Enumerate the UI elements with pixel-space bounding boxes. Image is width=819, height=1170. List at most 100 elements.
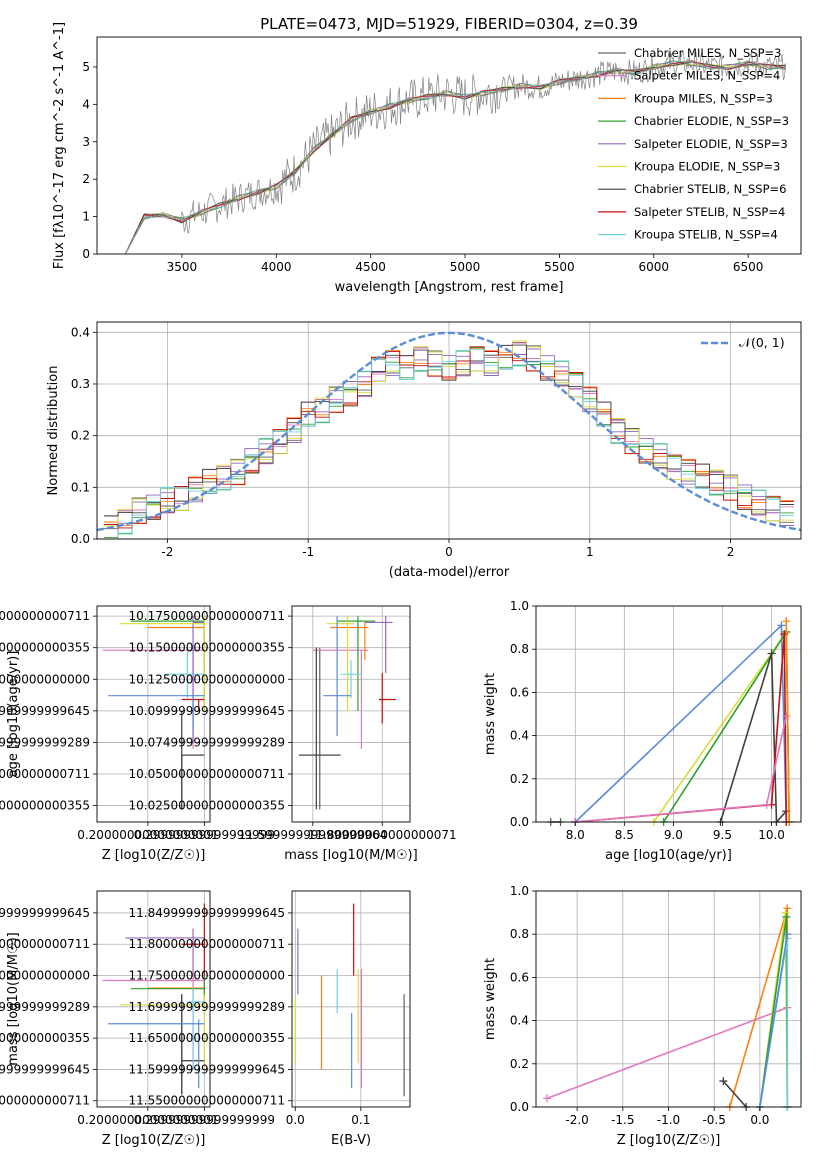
plot-area — [542, 904, 792, 1111]
plot-area — [294, 903, 405, 1097]
y-tick-label: 10.099999999999999645 — [128, 704, 285, 718]
x-axis-label: wavelength [Angstrom, rest frame] — [335, 280, 564, 295]
x-tick-label: 6000 — [639, 260, 670, 274]
x-tick-label: 0.1 — [351, 1113, 370, 1127]
chart-spectrum: 3500 4000 4500 5000 5500 6000 6500 0 1 2 3 4 5 wavele… — [52, 22, 802, 295]
y-tick-label: 10.074999999999999289 — [128, 735, 285, 749]
chart-age_vs_mass: 11.5999999999999996411.80000000000000071… — [128, 605, 457, 863]
spectrum-line — [124, 60, 786, 255]
y-tick-label: 1.0 — [510, 884, 529, 898]
legend-label: Kroupa MILES, N_SSP=3 — [634, 91, 773, 105]
series-marker — [782, 712, 791, 721]
y-tick-label: 11.750000000000000000 — [0, 969, 90, 983]
series-line — [575, 634, 788, 823]
series-line — [785, 621, 790, 823]
histogram-step — [104, 348, 794, 540]
axes-frame — [96, 321, 802, 540]
figure-title: PLATE=0473, MJD=51929, FIBERID=0304, z=0… — [260, 15, 638, 33]
y-tick-label: 10.150000000000000355 — [0, 641, 90, 655]
legend-label: Salpeter STELIB, N_SSP=4 — [634, 205, 785, 219]
x-tick-label: 8.5 — [615, 828, 634, 842]
normal-curve — [96, 331, 802, 532]
y-tick-label: 11.599999999999999645 — [0, 1062, 90, 1076]
y-tick-label: 11.550000000000000711 — [0, 1094, 90, 1108]
series-marker — [777, 621, 786, 630]
y-tick-label: 1 — [82, 210, 90, 224]
series-marker — [782, 912, 791, 921]
y-tick-label: 11.650000000000000355 — [0, 1031, 90, 1045]
y-tick-label: 11.849999999999999645 — [128, 906, 285, 920]
spectrum-line — [124, 60, 786, 255]
x-axis-label: mass [log10(M/M☉)] — [284, 848, 417, 863]
legend-label: Kroupa STELIB, N_SSP=4 — [634, 228, 778, 242]
y-tick-label: 11.849999999999999645 — [0, 906, 90, 920]
chart-mass_weight_vs_age: 8.0 8.5 9.0 9.5 10.0 0.0 0.2 0.4 0.6 0.8 1.0 age [l… — [483, 599, 802, 863]
x-tick-label: 8.0 — [566, 828, 585, 842]
y-tick-label: 0.6 — [510, 970, 529, 984]
y-tick-label: 10.050000000000000711 — [0, 767, 90, 781]
x-axis-label: Z [log10(Z/Z☉)] — [102, 848, 206, 863]
plot-area — [102, 616, 205, 810]
series-line — [546, 1006, 788, 1100]
series-line — [574, 623, 788, 823]
series-marker — [782, 617, 791, 626]
series-marker — [781, 908, 790, 917]
series-marker — [767, 649, 776, 658]
x-tick-label: 0.0 — [286, 1113, 305, 1127]
y-tick-label: 0.4 — [71, 325, 90, 339]
y-tick-label: 11.699999999999999289 — [128, 1000, 285, 1014]
y-tick-label: 10.150000000000000355 — [128, 641, 285, 655]
y-axis-label: Flux [fλ10^-17 erg cm^-2 s^-1 A^-1] — [52, 22, 67, 269]
x-tick-label: 11.80000000000000071 — [308, 828, 457, 842]
spectrum-line — [124, 60, 786, 255]
plot-area — [96, 331, 802, 540]
y-tick-label: 0 — [82, 247, 90, 261]
y-tick-label: 3 — [82, 135, 90, 149]
y-tick-label: 0.4 — [510, 1014, 529, 1028]
histogram-step — [104, 347, 794, 539]
x-tick-label: 0.29999999999999999 — [134, 828, 275, 842]
x-tick-label: 0 — [445, 545, 453, 559]
series-marker — [783, 930, 792, 939]
panels: 3500 4000 4500 5000 5500 6000 6500 0 1 2 3 4 5 wavele… — [0, 22, 802, 1148]
series-line — [722, 1080, 747, 1108]
y-axis-label: mass weight — [483, 958, 498, 1040]
series-line — [759, 934, 789, 1108]
x-tick-label: 0.29999999999999999 — [134, 1113, 275, 1127]
spectrum-data-line — [124, 49, 786, 255]
chart-mass_weight_vs_Z: -2.0 -1.5 -1.0 -0.5 0.0 0.0 0.2 0.4 0.6 0.8 1.0 Z [… — [483, 884, 802, 1148]
axes-frame — [535, 605, 802, 823]
series-line — [719, 653, 787, 825]
y-tick-label: 10.175000000000000711 — [128, 609, 285, 623]
y-tick-label: 4 — [82, 97, 90, 111]
y-tick-label: 0.1 — [71, 480, 90, 494]
y-tick-label: 0.0 — [510, 815, 529, 829]
x-axis-label: E(B-V) — [331, 1133, 371, 1148]
x-axis-label: (data-model)/error — [389, 565, 510, 580]
y-tick-label: 0.8 — [510, 642, 529, 656]
x-tick-label: 1 — [586, 545, 594, 559]
legend-label: Chabrier MILES, N_SSP=3 — [634, 46, 781, 60]
series-marker — [762, 800, 771, 809]
plot-area — [124, 49, 786, 255]
y-axis-label: mass weight — [483, 673, 498, 755]
series-line — [662, 629, 790, 823]
x-tick-label: 4000 — [261, 260, 292, 274]
y-tick-label: 0.8 — [510, 927, 529, 941]
y-axis-label: Normed distribution — [46, 366, 61, 496]
y-tick-label: 0.2 — [510, 1057, 529, 1071]
y-tick-label: 2 — [82, 172, 90, 186]
x-tick-label: 5000 — [450, 260, 481, 274]
y-tick-label: 11.699999999999999289 — [0, 1000, 90, 1014]
y-tick-label: 11.550000000000000711 — [128, 1094, 285, 1108]
x-tick-label: -0.5 — [702, 1113, 725, 1127]
y-axis-label: age [log10(age/yr)] — [6, 651, 21, 778]
y-tick-label: 10.099999999999999645 — [0, 704, 90, 718]
legend-label: Chabrier STELIB, N_SSP=6 — [634, 182, 786, 196]
y-axis-label: mass [log10(M/M☉)] — [6, 932, 21, 1065]
series-line — [728, 908, 789, 1108]
x-tick-label: 5500 — [544, 260, 575, 274]
